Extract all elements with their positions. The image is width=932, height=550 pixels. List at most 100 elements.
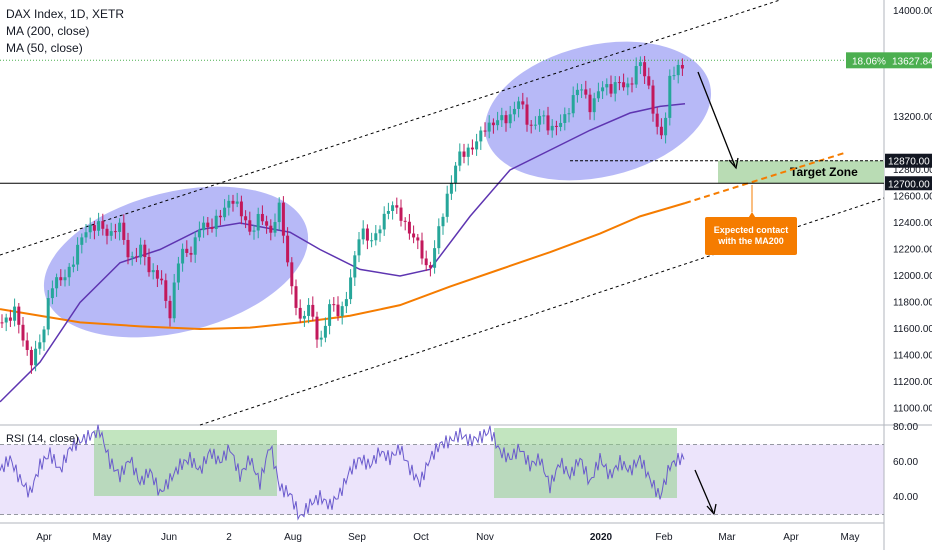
- rsi-tick-label: 40.00: [893, 492, 918, 503]
- candle-body: [613, 82, 617, 94]
- target-zone-label: Target Zone: [790, 165, 858, 179]
- candle-body: [521, 101, 525, 105]
- candle-body: [550, 125, 554, 131]
- candle-body: [664, 117, 668, 136]
- candle-body: [340, 306, 344, 317]
- candle-body: [651, 85, 655, 114]
- chart-legend: DAX Index, 1D, XETR MA (200, close) MA (…: [6, 6, 124, 57]
- candle-body: [622, 82, 626, 88]
- candle-body: [416, 237, 420, 241]
- price-tick-label: 11600.00: [893, 324, 932, 335]
- price-tick-label: 11200.00: [893, 377, 932, 388]
- candle-body: [109, 231, 113, 236]
- level-tag-label: 12700.00: [888, 179, 930, 190]
- candle-body: [206, 222, 210, 228]
- time-tick-label: Apr: [36, 532, 52, 543]
- rsi-highlight-box-2: [494, 428, 677, 498]
- callout-line-2: with the MA200: [718, 236, 784, 246]
- candle-body: [554, 125, 558, 127]
- candle-body: [575, 89, 579, 96]
- ma200-line: [0, 202, 686, 331]
- candle-body: [496, 120, 500, 126]
- candle-body: [676, 64, 680, 76]
- candle-body: [399, 207, 403, 221]
- candle-body: [38, 342, 42, 349]
- candle-body: [269, 225, 273, 233]
- candle-body: [475, 141, 479, 150]
- candle-body: [231, 200, 235, 204]
- candle-body: [101, 221, 105, 229]
- candle-body: [164, 280, 168, 301]
- candle-body: [491, 122, 495, 126]
- legend-ma200: MA (200, close): [6, 24, 90, 38]
- legend-title: DAX Index, 1D, XETR: [6, 7, 125, 21]
- candle-body: [277, 202, 281, 223]
- candle-body: [239, 201, 243, 217]
- candle-body: [546, 115, 550, 131]
- level-tag-box: [885, 153, 932, 168]
- candle-body: [542, 115, 546, 117]
- price-tag-percent: 18.06%: [852, 56, 886, 67]
- highlight-ellipse-2: [484, 41, 712, 181]
- candle-body: [680, 64, 684, 69]
- price-tag-box: [846, 52, 932, 69]
- candle-body: [643, 62, 647, 77]
- candle-body: [504, 115, 508, 124]
- candle-body: [55, 277, 59, 289]
- candle-body: [605, 84, 609, 88]
- candle-body: [122, 222, 126, 240]
- time-tick-label: Mar: [718, 532, 736, 543]
- candle-body: [265, 221, 269, 226]
- ma200-projection-line: [684, 151, 846, 205]
- candle-body: [294, 286, 298, 308]
- candle-body: [596, 91, 600, 99]
- candle-body: [80, 237, 84, 245]
- candle-body: [382, 213, 386, 230]
- candle-body: [672, 75, 676, 77]
- candle-body: [42, 329, 46, 343]
- time-tick-label: Oct: [413, 532, 429, 543]
- price-tick-label: 12600.00: [893, 192, 932, 203]
- candle-body: [34, 348, 38, 366]
- candle-body: [130, 256, 134, 258]
- candle-body: [302, 315, 306, 319]
- candle-body: [8, 317, 12, 321]
- candle-body: [4, 317, 8, 323]
- candle-body: [525, 104, 529, 125]
- channel-upper-line: [0, 0, 781, 256]
- level-tag-box: [885, 176, 932, 191]
- candle-body: [655, 113, 659, 127]
- candle-body: [189, 252, 193, 255]
- candle-body: [118, 222, 122, 232]
- time-tick-label: Aug: [284, 532, 302, 543]
- candle-body: [105, 228, 109, 236]
- candle-body: [449, 182, 453, 194]
- candle-body: [328, 304, 332, 326]
- price-tick-label: 11000.00: [893, 404, 932, 415]
- rsi-line: [0, 424, 685, 521]
- rsi-tick-label: 60.00: [893, 457, 918, 468]
- candle-body: [420, 240, 424, 259]
- rsi-tick-label: 80.00: [893, 422, 918, 433]
- candle-body: [403, 220, 407, 222]
- down-arrow-price: [697, 71, 736, 167]
- candle-body: [97, 221, 101, 231]
- candle-body: [67, 266, 71, 278]
- candle-body: [147, 256, 151, 273]
- candle-body: [332, 304, 336, 306]
- candle-body: [88, 225, 92, 233]
- time-tick-label: Sep: [348, 532, 366, 543]
- down-arrow-price-head: [728, 157, 739, 170]
- candle-body: [210, 227, 214, 230]
- time-tick-label: Jun: [161, 532, 177, 543]
- candle-body: [113, 231, 117, 233]
- candle-body: [500, 115, 504, 121]
- candle-body: [533, 124, 537, 126]
- candle-body: [13, 306, 17, 321]
- time-tick-label: Feb: [655, 532, 673, 543]
- ma50-line: [0, 103, 686, 403]
- candle-body: [160, 278, 164, 281]
- candle-body: [584, 89, 588, 95]
- candle-body: [391, 205, 395, 211]
- candle-body: [529, 124, 533, 126]
